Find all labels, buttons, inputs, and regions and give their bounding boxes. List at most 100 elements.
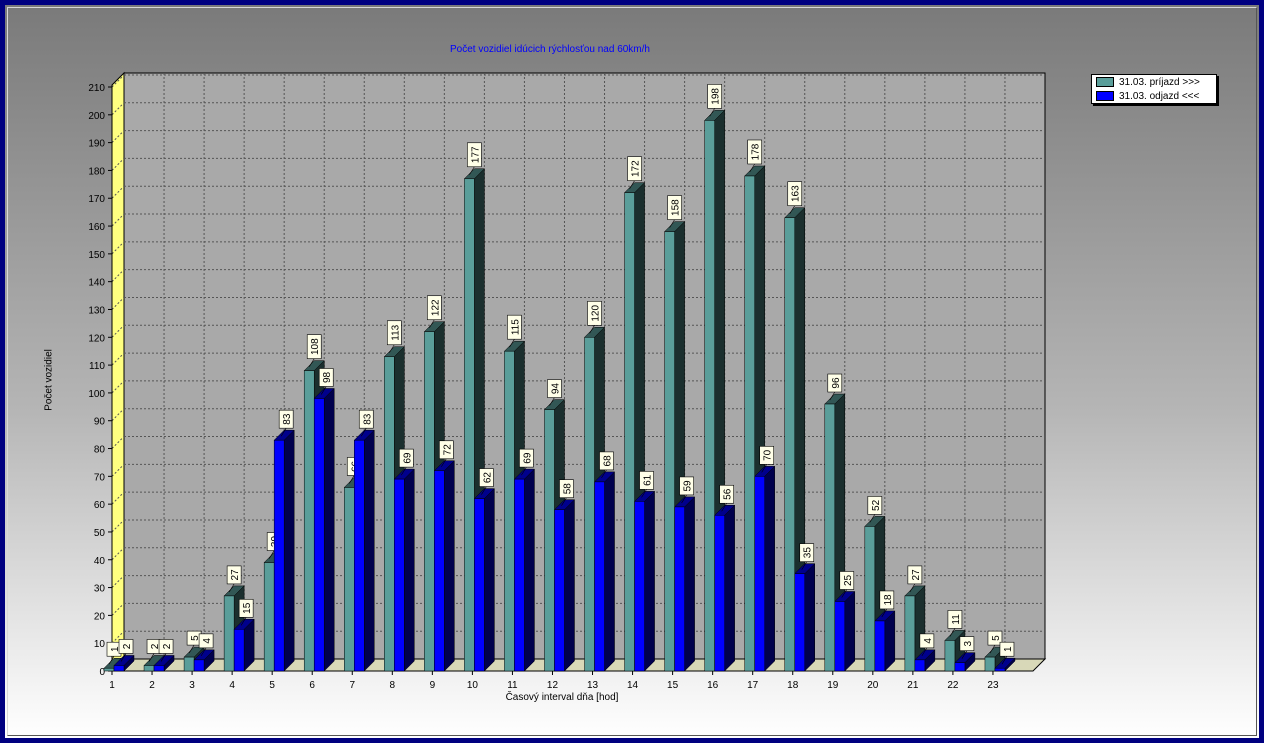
data-label-departure-box xyxy=(759,446,774,465)
bar-departure xyxy=(153,654,175,672)
bar-departure xyxy=(433,460,455,672)
data-label-departure-box xyxy=(358,409,374,429)
data-label-departure: 2 xyxy=(122,643,133,649)
data-label-departure: 18 xyxy=(883,594,894,606)
data-label-departure-leader xyxy=(441,458,447,467)
data-label-departure: 69 xyxy=(402,452,413,464)
data-label-arrival: 172 xyxy=(631,160,642,177)
data-label-arrival-box xyxy=(627,156,642,181)
data-label-arrival: 177 xyxy=(470,146,481,163)
bar-arrival xyxy=(904,585,926,672)
data-label-departure-leader xyxy=(841,589,848,598)
x-tick-label: 5 xyxy=(269,680,275,691)
y-tick-label: 10 xyxy=(94,639,106,650)
y-gridline-side xyxy=(111,185,125,199)
data-label-departure-leader xyxy=(521,466,527,476)
data-label-departure-leader xyxy=(120,653,127,662)
data-label-departure: 69 xyxy=(522,452,533,464)
data-label-departure-box xyxy=(639,471,654,490)
y-gridline-side xyxy=(111,380,125,394)
y-gridline-side xyxy=(111,630,125,644)
legend-item-departure: 31.03. odjazd <<< xyxy=(1092,89,1216,103)
y-gridline-side xyxy=(111,352,125,366)
x-tick-label: 13 xyxy=(587,680,599,691)
data-label-departure-box xyxy=(719,484,734,504)
data-label-arrival-box xyxy=(547,379,562,398)
data-label-departure-leader xyxy=(921,647,928,657)
bar-departure xyxy=(754,465,776,672)
bar-departure xyxy=(994,657,1016,672)
data-label-arrival-box xyxy=(467,142,482,168)
data-label-arrival-leader xyxy=(268,550,275,559)
data-label-departure-box xyxy=(238,598,254,618)
data-label-departure: 61 xyxy=(643,474,654,486)
data-label-departure-box xyxy=(479,468,494,487)
bar-departure xyxy=(553,499,576,672)
data-label-arrival-leader xyxy=(228,583,235,593)
data-label-departure-leader xyxy=(761,464,767,473)
data-label-arrival-box xyxy=(707,84,722,109)
y-tick-label: 110 xyxy=(89,361,105,372)
legend-label-departure: 31.03. odjazd <<< xyxy=(1119,90,1200,102)
x-tick-label: 9 xyxy=(430,680,436,691)
data-label-arrival-leader xyxy=(469,166,475,175)
data-label-departure-leader xyxy=(801,561,807,570)
data-label-departure: 4 xyxy=(202,638,213,644)
data-label-departure-box xyxy=(399,448,414,468)
y-gridline-side xyxy=(111,297,125,310)
data-label-departure: 56 xyxy=(723,488,734,500)
y-tick-label: 50 xyxy=(94,528,106,539)
y-gridline-side xyxy=(111,158,125,171)
x-tick-label: 15 xyxy=(667,680,679,691)
data-label-arrival: 113 xyxy=(390,324,401,340)
bar-departure xyxy=(633,490,656,672)
data-label-arrival-leader xyxy=(949,628,956,637)
data-label-arrival-box xyxy=(387,320,402,346)
data-label-departure: 25 xyxy=(843,574,854,586)
data-label-arrival: 178 xyxy=(751,143,762,160)
data-label-departure-box xyxy=(959,636,975,651)
y-gridline-side xyxy=(111,130,125,143)
data-label-arrival-leader xyxy=(188,644,195,654)
data-label-departure-box xyxy=(839,571,855,590)
legend: 31.03. príjazd >>> 31.03. odjazd <<< xyxy=(1091,74,1217,104)
data-label-departure-leader xyxy=(641,489,647,498)
y-tick-label: 180 xyxy=(88,166,105,177)
chart-title: Počet vozidiel idúcich rýchlosťou nad 60… xyxy=(450,44,650,55)
y-tick-label: 60 xyxy=(94,500,106,511)
data-label-departure-box xyxy=(559,479,574,499)
data-label-departure-box xyxy=(599,451,614,471)
data-label-arrival: 52 xyxy=(871,499,882,511)
data-label-departure-leader xyxy=(481,486,487,495)
data-label-departure-leader xyxy=(881,608,888,618)
data-label-departure-leader xyxy=(721,503,727,512)
data-label-arrival: 2 xyxy=(150,643,161,649)
data-label-departure: 3 xyxy=(963,640,974,646)
data-label-departure-box xyxy=(879,590,895,610)
data-label-departure: 62 xyxy=(482,472,493,484)
x-tick-label: 11 xyxy=(507,680,518,691)
y-tick-label: 70 xyxy=(94,472,106,483)
y-gridline-side xyxy=(111,74,125,88)
bar-departure xyxy=(794,563,816,672)
bar-departure xyxy=(393,468,415,672)
data-label-arrival-box xyxy=(987,630,1003,646)
y-tick-label: 100 xyxy=(88,389,105,400)
bar-departure xyxy=(233,618,255,672)
data-label-arrival: 122 xyxy=(430,299,441,316)
data-label-arrival: 5 xyxy=(190,635,201,641)
data-label-departure-leader xyxy=(320,386,327,395)
data-label-arrival-leader xyxy=(789,205,795,214)
data-label-departure-leader xyxy=(280,428,287,437)
x-tick-label: 18 xyxy=(787,680,799,691)
data-label-departure-leader xyxy=(160,653,167,662)
x-tick-label: 20 xyxy=(867,680,879,691)
data-label-departure-box xyxy=(439,440,454,460)
data-label-departure: 1 xyxy=(1003,646,1014,652)
data-label-arrival-box xyxy=(787,181,803,207)
data-label-arrival-leader xyxy=(349,475,355,484)
data-label-arrival-box xyxy=(587,300,602,326)
data-label-arrival-leader xyxy=(829,391,836,401)
data-label-departure: 15 xyxy=(242,602,253,614)
